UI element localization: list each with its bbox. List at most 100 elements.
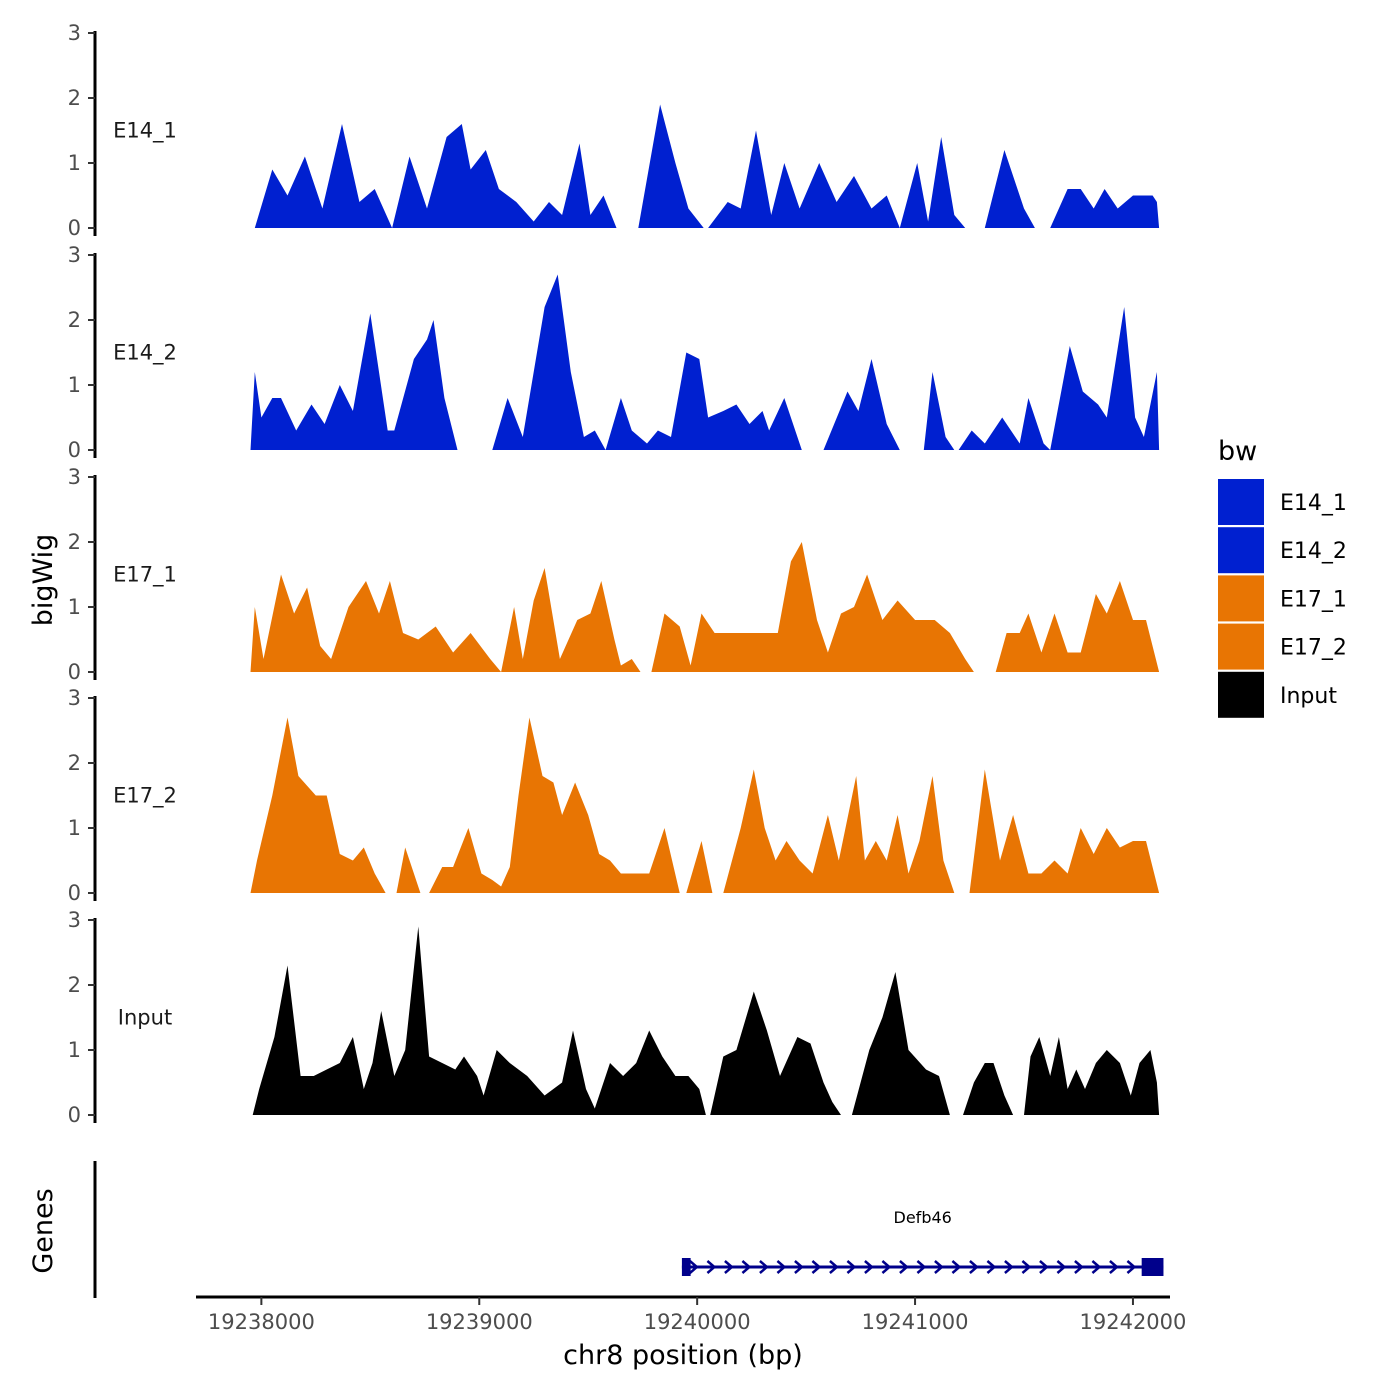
area-segment-E14_1 [638,104,704,228]
legend-swatch [1218,575,1264,622]
y-tick-label: 1 [68,816,81,840]
x-tick-label: 19240000 [644,1310,751,1334]
area-segment-E17_2 [969,769,1160,893]
legend-item-E17_2: E17_2 [1218,623,1347,670]
area-segment-E17_2 [686,841,713,893]
strand-arrow [1039,1260,1049,1274]
area-segment-E14_1 [899,137,966,228]
y-tick-label: 0 [68,438,81,462]
strand-arrow [759,1260,769,1274]
area-segment-Input [851,972,950,1115]
legend-label: Input [1280,684,1337,709]
x-axis: 19238000 19239000 19240000 19241000 19242000 [196,1295,1187,1334]
area-segment-E17_1 [651,542,974,672]
legend-label: E14_2 [1280,539,1347,564]
strand-arrow [1021,1260,1032,1274]
strand-arrow [706,1260,717,1274]
strand-arrow [776,1260,787,1274]
y-tick-label: 0 [68,881,81,905]
track-E17_2: 0 1 2 3 E17_2 [68,686,1160,905]
y-tick-label: 3 [68,243,81,267]
legend-swatch [1218,479,1264,525]
y-tick-label: 3 [68,686,81,710]
legend-title: bw [1218,436,1257,467]
area-segment-E14_2 [250,313,458,450]
legend-item-E14_1: E14_1 [1218,479,1347,525]
track-label: Input [118,1006,172,1030]
gene-exon [681,1258,691,1276]
area-segment-E14_1 [254,124,393,228]
strand-arrow [1056,1260,1067,1274]
y-tick-label: 0 [68,216,81,240]
legend-swatch [1218,527,1264,574]
y-tick-label: 2 [68,530,81,554]
legend: bw E14_1 E14_2 E17_1 E17_2 Input [1218,436,1347,718]
area-segment-E14_2 [923,372,955,450]
gene-name-label: Defb46 [894,1208,952,1227]
track-E14_1: 0 1 2 3 E14_1 [68,21,1160,240]
x-tick-label: 19239000 [426,1310,533,1334]
area-segment-E14_1 [984,150,1035,228]
legend-item-Input: Input [1218,671,1337,718]
track-label: E14_2 [113,341,177,366]
strand-arrow [969,1260,979,1274]
area-segment-Input [252,926,706,1115]
signal-tracks: 0 1 2 3 E14_1 0 1 2 3 E14_2 0 1 2 3 E17_1 0 1 2 3 E17_2 0 1 2 3… [68,21,1160,1127]
area-segment-E17_2 [250,717,386,893]
y-tick-label: 0 [68,660,81,684]
legend-item-E14_2: E14_2 [1218,527,1347,574]
area-segment-Input [963,1063,1014,1115]
strand-arrow [724,1260,734,1274]
legend-swatch [1218,671,1264,718]
area-segment-E14_1 [392,124,617,228]
area-segment-E17_2 [429,717,680,893]
strand-arrow [811,1260,822,1274]
y-tick-label: 1 [68,373,81,397]
y-axis-title: bigWig [28,534,59,627]
area-segment-E14_2 [958,307,1160,450]
legend-label: E14_1 [1280,491,1347,516]
strand-arrow [899,1260,909,1274]
area-segment-E17_1 [250,568,641,672]
legend-label: E17_2 [1280,636,1347,661]
strand-arrow [1004,1260,1014,1274]
y-tick-label: 1 [68,595,81,619]
y-tick-label: 3 [68,21,81,45]
x-tick-label: 19238000 [208,1310,315,1334]
y-tick-label: 3 [68,908,81,932]
track-Input: 0 1 2 3 Input [68,908,1160,1127]
y-tick-label: 0 [68,1103,81,1127]
area-segment-E14_2 [823,359,900,450]
track-label: E17_2 [113,784,177,809]
gene-track: Defb46 [93,1161,1164,1298]
area-segment-Input [1024,1037,1160,1115]
gene-track-title: Genes [28,1188,59,1273]
strand-arrow [864,1260,874,1274]
strand-arrow [881,1260,892,1274]
strand-arrow [986,1260,997,1274]
strand-arrow [794,1260,804,1274]
area-segment-E17_1 [995,581,1160,672]
strand-arrow [934,1260,944,1274]
y-tick-label: 1 [68,151,81,175]
strand-arrow [1091,1260,1102,1274]
x-tick-label: 19242000 [1080,1310,1187,1334]
area-segment-E14_1 [1050,189,1160,228]
strand-arrow [846,1260,857,1274]
area-segment-E14_2 [492,274,802,450]
legend-label: E17_1 [1280,587,1347,612]
y-tick-label: 2 [68,973,81,997]
strand-arrow [1126,1260,1137,1274]
gene-exon [1141,1258,1164,1276]
strand-arrow [1109,1260,1119,1274]
area-segment-E17_2 [723,769,955,893]
legend-swatch [1218,623,1264,670]
strand-arrow [829,1260,839,1274]
track-E14_2: 0 1 2 3 E14_2 [68,243,1160,462]
y-tick-label: 2 [68,308,81,332]
area-segment-E14_1 [708,130,900,228]
area-segment-Input [710,991,841,1115]
strand-arrow [951,1260,962,1274]
y-tick-label: 1 [68,1038,81,1062]
